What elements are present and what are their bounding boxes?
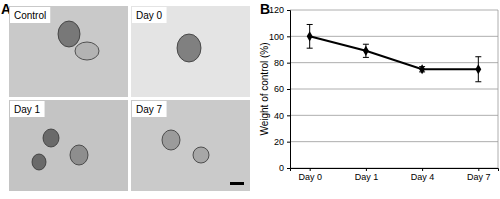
cell	[193, 147, 209, 163]
x-tick: Day 7	[467, 168, 491, 182]
error-bar-cap	[363, 44, 369, 45]
image-label: Day 0	[136, 10, 163, 21]
image-label: Control	[14, 10, 46, 21]
x-tick-mark	[366, 168, 367, 171]
y-tick-mark	[287, 168, 290, 169]
y-axis: 0 20 40 60 80 100 120	[269, 5, 291, 173]
error-bar-cap	[307, 24, 313, 25]
cell	[75, 42, 99, 60]
label-box	[132, 7, 167, 23]
y-tick-label: 60	[274, 84, 284, 94]
label-box	[132, 101, 167, 117]
y-tick: 0	[279, 163, 290, 173]
y-axis-title: Weight of control (%)	[259, 42, 270, 135]
y-tick-mark	[287, 115, 290, 116]
y-tick-mark	[287, 63, 290, 64]
y-tick-label: 20	[274, 137, 284, 147]
x-axis-line	[291, 169, 499, 172]
y-tick: 60	[274, 84, 290, 94]
grid-line	[290, 62, 498, 63]
data-marker	[419, 64, 425, 74]
error-bar	[363, 44, 369, 57]
data-line	[310, 36, 479, 69]
image-label: Day 1	[14, 104, 41, 115]
grid-line	[290, 115, 498, 116]
y-tick: 80	[274, 58, 290, 68]
x-tick-mark	[478, 168, 479, 171]
error-bar-cap	[363, 57, 369, 58]
x-tick-mark	[422, 168, 423, 171]
cell	[162, 130, 180, 150]
image-background	[131, 100, 250, 191]
x-tick-label: Day 1	[355, 172, 379, 182]
grid-line	[290, 141, 498, 142]
label-box	[10, 101, 45, 117]
y-tick-mark	[287, 36, 290, 37]
y-tick-label: 40	[274, 111, 284, 121]
y-tick-label: 80	[274, 58, 284, 68]
grid-line	[290, 10, 498, 11]
grid-line	[290, 36, 498, 37]
x-tick: Day 1	[355, 168, 379, 182]
y-tick: 40	[274, 111, 290, 121]
image-background	[9, 6, 128, 97]
grid-line	[290, 89, 498, 90]
error-bar-cap	[475, 56, 481, 57]
image-label: Day 7	[136, 104, 163, 115]
y-tick: 20	[274, 137, 290, 147]
error-bar-cap	[307, 48, 313, 49]
x-tick-label: Day 7	[467, 172, 491, 182]
cell	[70, 145, 88, 165]
cell	[58, 21, 80, 47]
y-tick-label: 0	[279, 163, 284, 173]
data-marker	[475, 64, 481, 74]
x-axis: Day 0 Day 1 Day 4 Day 7	[291, 168, 499, 182]
data-marker	[363, 46, 369, 56]
y-axis-line	[287, 11, 291, 169]
cell	[32, 154, 46, 170]
x-tick: Day 0	[298, 168, 322, 182]
image-background	[9, 100, 128, 191]
x-tick-label: Day 4	[411, 172, 435, 182]
error-bar	[475, 57, 481, 82]
y-tick: 120	[269, 5, 290, 15]
error-bar	[307, 24, 313, 48]
cell	[43, 129, 59, 147]
error-bar-cap	[475, 81, 481, 82]
image-tile: Day 0	[131, 6, 250, 97]
label-box	[10, 7, 50, 23]
y-tick-label: 100	[269, 32, 284, 42]
y-tick-mark	[287, 10, 290, 11]
y-tick-mark	[287, 89, 290, 90]
x-tick: Day 4	[411, 168, 435, 182]
x-tick-label: Day 0	[298, 172, 322, 182]
y-tick-mark	[287, 142, 290, 143]
x-tick-mark	[310, 168, 311, 171]
plot-frame	[498, 10, 499, 168]
y-tick-label: 120	[269, 5, 284, 15]
image-tile: Day 7	[131, 100, 250, 191]
plot-marks	[307, 24, 482, 81]
image-background	[131, 6, 250, 97]
figure: AControlDay 0Day 1Day 7B020406080100120D…	[0, 0, 500, 199]
y-tick: 100	[269, 32, 290, 42]
image-tile: Control	[9, 6, 128, 97]
grid	[290, 10, 498, 168]
scale-bar	[230, 182, 244, 185]
data-marker	[307, 31, 313, 41]
cell	[177, 34, 201, 62]
image-tile: Day 1	[9, 100, 128, 191]
